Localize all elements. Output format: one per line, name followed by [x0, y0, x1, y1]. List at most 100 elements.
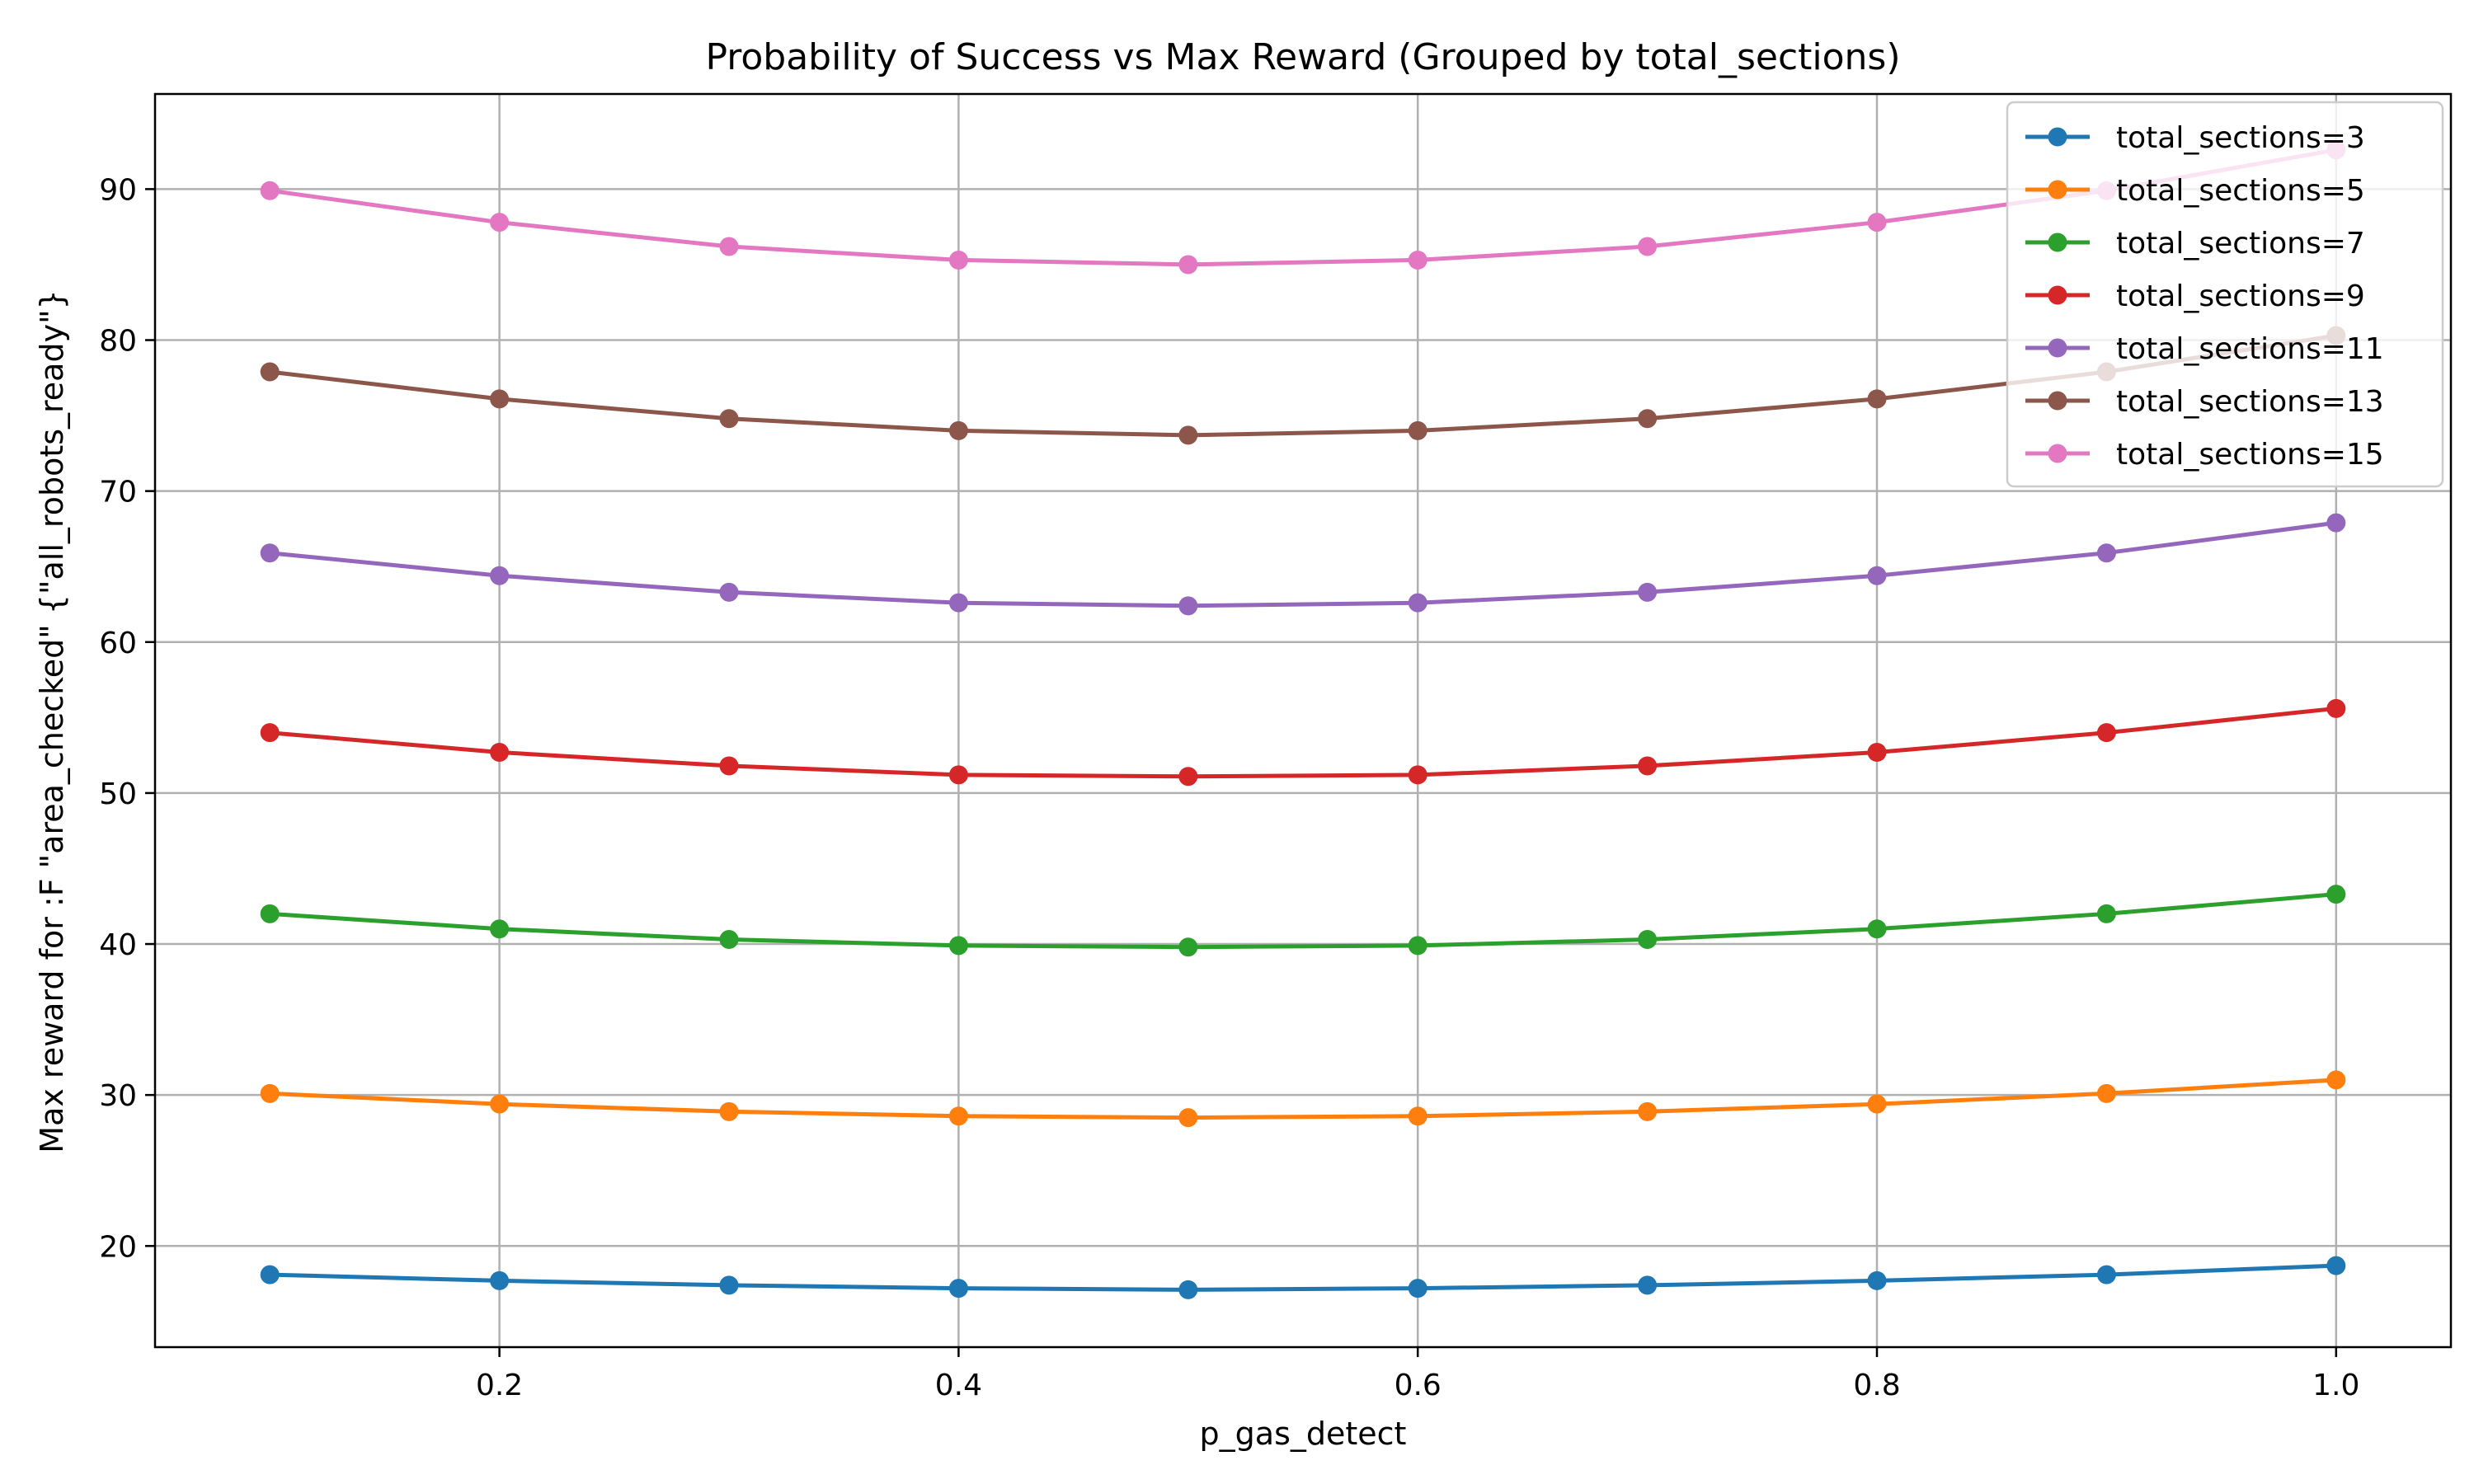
data-point — [490, 389, 510, 409]
data-point — [1178, 596, 1198, 616]
series-line — [270, 892, 2337, 950]
data-point — [1408, 593, 1427, 613]
data-point — [260, 723, 280, 743]
data-point — [490, 213, 510, 232]
tick-layer: 0.2 0.4 0.6 0.8 1.0 20 30 40 50 60 70 80 90 — [99, 173, 2359, 1402]
data-point — [719, 237, 739, 256]
series-line — [269, 148, 2337, 267]
legend-swatch-marker — [2048, 338, 2067, 358]
chart-title: Probability of Success vs Max Reward (Gr… — [705, 36, 1900, 78]
data-point — [2096, 723, 2116, 743]
data-point — [2326, 1256, 2346, 1275]
x-tick-label: 0.2 — [476, 1369, 523, 1402]
plot-frame — [153, 92, 2453, 1349]
legend-label: total_sections=3 — [2116, 121, 2365, 155]
series-line — [269, 520, 2337, 608]
data-point — [260, 181, 280, 200]
data-point — [1867, 1094, 1887, 1114]
legend: total_sections=3 total_sections=5 total_se… — [2006, 101, 2444, 488]
data-point — [1178, 937, 1198, 957]
series-line — [269, 333, 2337, 438]
x-axis-label: p_gas_detect — [1200, 1416, 1407, 1452]
y-tick-label: 80 — [99, 325, 137, 359]
data-point — [490, 566, 510, 585]
legend-label: total_sections=11 — [2116, 332, 2384, 366]
data-point — [1867, 566, 1887, 585]
legend-item: total_sections=3 — [2025, 121, 2365, 155]
data-point — [948, 765, 968, 785]
series-3 — [260, 885, 2346, 957]
legend-label: total_sections=9 — [2116, 279, 2365, 313]
data-point — [1408, 1279, 1427, 1298]
data-point — [948, 250, 968, 270]
data-point — [1408, 1106, 1427, 1126]
data-point — [2326, 885, 2346, 904]
data-point — [1178, 767, 1198, 787]
legend-label: total_sections=5 — [2116, 174, 2365, 208]
y-tick-label: 70 — [99, 476, 137, 510]
data-point — [1867, 742, 1887, 762]
data-point — [1867, 1270, 1887, 1290]
data-point — [1638, 930, 1658, 950]
x-tick-label: 0.4 — [935, 1369, 982, 1402]
data-point — [1638, 1101, 1658, 1121]
data-point — [1867, 919, 1887, 939]
data-point — [1408, 765, 1427, 785]
legend-item: total_sections=5 — [2025, 174, 2365, 208]
legend-item: total_sections=11 — [2025, 332, 2384, 366]
y-axis-label: Max reward for :F "area_checked" {"all_r… — [34, 289, 70, 1153]
data-point — [1638, 582, 1658, 602]
data-point — [1638, 409, 1658, 429]
data-point — [719, 1101, 739, 1121]
data-point — [490, 919, 510, 939]
series-line — [269, 706, 2337, 779]
legend-box — [2006, 101, 2444, 488]
legend-swatch-marker — [2048, 285, 2067, 305]
data-point — [2326, 1070, 2346, 1090]
legend-item: total_sections=13 — [2025, 385, 2384, 419]
y-tick-label: 40 — [99, 928, 137, 962]
series-6 — [260, 326, 2346, 445]
legend-swatch-marker — [2048, 444, 2067, 463]
legend-label: total_sections=13 — [2116, 385, 2384, 419]
x-tick-label: 0.6 — [1395, 1369, 1442, 1402]
y-tick-label: 50 — [99, 777, 137, 811]
legend-item: total_sections=7 — [2025, 227, 2365, 261]
data-point — [260, 543, 280, 563]
legend-swatch-marker — [2048, 232, 2067, 252]
y-tick-label: 60 — [99, 627, 137, 660]
data-point — [490, 1094, 510, 1114]
data-point — [1867, 389, 1887, 409]
data-point — [1638, 237, 1658, 256]
series-layer — [260, 140, 2346, 1299]
y-tick-label: 90 — [99, 173, 137, 207]
legend-item: total_sections=15 — [2025, 438, 2384, 472]
data-point — [719, 756, 739, 776]
data-point — [948, 1106, 968, 1126]
data-point — [2096, 1265, 2116, 1284]
legend-label: total_sections=7 — [2116, 227, 2365, 261]
data-point — [1638, 756, 1658, 776]
series-5 — [260, 513, 2346, 616]
data-point — [260, 1083, 280, 1103]
data-point — [719, 409, 739, 429]
series-4 — [260, 698, 2346, 787]
data-point — [490, 1270, 510, 1290]
data-point — [260, 904, 280, 923]
data-point — [948, 936, 968, 956]
data-point — [2096, 1083, 2116, 1103]
data-point — [2096, 904, 2116, 923]
data-point — [260, 362, 280, 382]
data-point — [1178, 1280, 1198, 1299]
data-point — [1408, 936, 1427, 956]
data-point — [2326, 513, 2346, 533]
data-point — [2096, 543, 2116, 563]
data-point — [1178, 1108, 1198, 1128]
legend-swatch-marker — [2048, 391, 2067, 411]
data-point — [1178, 425, 1198, 445]
data-point — [1408, 250, 1427, 270]
series-line — [270, 1078, 2336, 1120]
data-point — [260, 1265, 280, 1284]
data-point — [719, 582, 739, 602]
data-point — [1178, 255, 1198, 275]
